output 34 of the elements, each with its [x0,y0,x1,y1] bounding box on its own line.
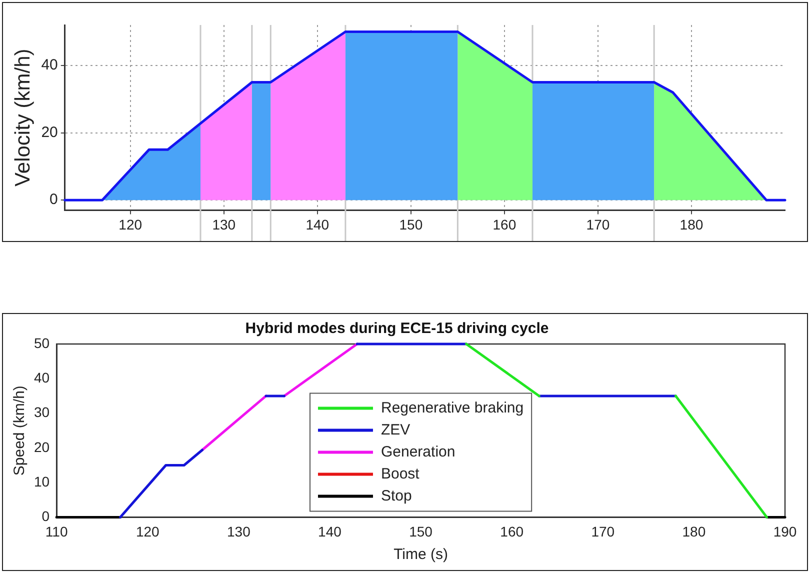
y-tick-label: 0 [42,508,50,524]
legend-label: Generation [380,443,456,460]
y-tick-label: 0 [50,191,58,208]
y-axis-title: Speed (km/h) [11,386,28,476]
legend-label: ZEV [380,421,410,438]
y-tick-label: 20 [34,438,50,455]
x-tick-label: 160 [492,216,516,232]
y-tick-label: 40 [41,56,58,74]
legend-label: Boost [380,465,420,482]
x-tick-label: 180 [680,216,704,232]
legend-label: Regenerative braking [380,399,524,416]
x-axis-title: Time (s) [394,546,448,564]
x-tick-label: 120 [136,523,160,540]
x-tick-label: 130 [227,523,251,540]
x-tick-label: 120 [118,216,142,232]
x-tick-label: 140 [318,523,342,540]
chart-title: Hybrid modes during ECE-15 driving cycle [245,320,549,338]
x-tick-label: 180 [682,523,706,540]
y-tick-label: 10 [34,473,50,490]
x-tick-label: 150 [399,216,423,232]
x-tick-label: 110 [45,523,68,540]
y-tick-label: 50 [34,334,50,351]
x-tick-label: 140 [306,216,330,232]
legend-label: Stop [380,487,412,504]
x-tick-label: 170 [586,216,610,232]
x-tick-label: 170 [591,523,615,540]
y-tick-label: 20 [41,124,58,141]
x-tick-label: 150 [409,523,433,540]
x-tick-label: 190 [773,523,797,540]
y-tick-label: 40 [34,370,50,386]
y-tick-label: 30 [34,404,50,420]
x-tick-label: 130 [212,216,236,232]
x-tick-label: 160 [500,523,524,540]
y-axis-title: Velocity (km/h) [11,48,34,186]
